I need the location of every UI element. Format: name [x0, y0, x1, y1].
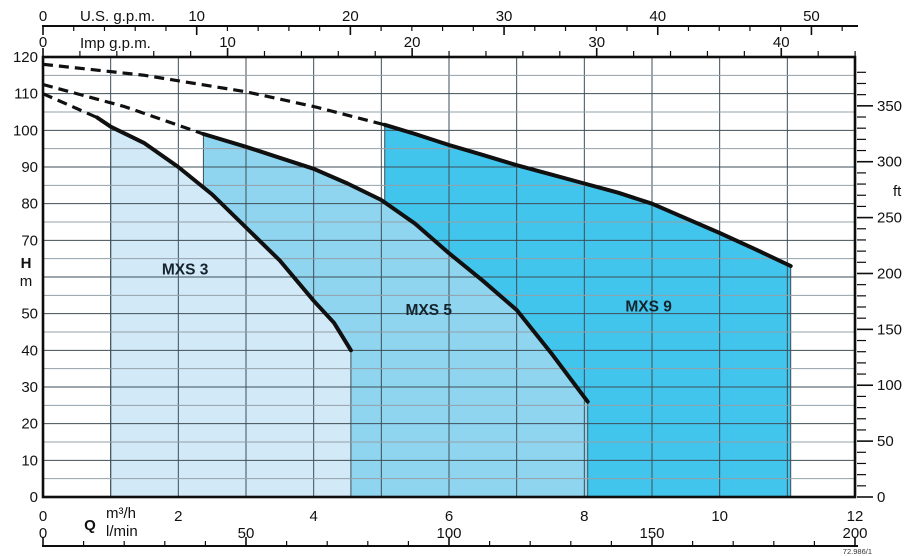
- tick-label: 40: [21, 342, 38, 359]
- axis-us-gpm: 0 10 20 30 40 50 U.S. g.p.m.: [39, 8, 858, 35]
- flow-axis-title: Q: [84, 517, 96, 534]
- tick-label: 70: [21, 232, 38, 249]
- tick-label: 100: [13, 122, 38, 139]
- tick-label: 90: [21, 159, 38, 176]
- tick-label: 150: [639, 525, 664, 542]
- tick-label: 40: [773, 34, 790, 51]
- imp-gpm-axis-title: Imp g.p.m.: [80, 35, 151, 52]
- axis-imp-gpm: 0 10 20 30 40 Imp g.p.m.: [39, 34, 856, 56]
- tick-label: 0: [39, 525, 47, 542]
- tick-label: 50: [21, 306, 38, 323]
- tick-label: 50: [877, 433, 894, 450]
- dashed-curve-mxs-9: [42, 62, 386, 127]
- tick-label: 10: [188, 8, 205, 25]
- ft-axis-title: ft: [893, 183, 902, 200]
- series-label-mxs-9: MXS 9: [625, 298, 672, 315]
- drawing-number: 72.986/1: [843, 547, 872, 556]
- axis-flow: 0 2 4 6 8 10 12 0 50 100 150 200 Qm³/hl/min: [39, 505, 868, 547]
- head-axis-unit: m: [20, 273, 33, 290]
- curve-mxs-9: [382, 122, 793, 268]
- fill-regions: [110, 124, 792, 498]
- tick-label: 30: [21, 379, 38, 396]
- curve-mxs-5: [201, 132, 590, 404]
- m3h-axis-unit: m³/h: [106, 505, 136, 522]
- tick-label: 8: [580, 508, 588, 525]
- tick-label: 50: [238, 525, 255, 542]
- dashed-curve-mxs-5: [42, 82, 204, 136]
- series-label-mxs-5: MXS 5: [405, 302, 452, 319]
- tick-label: 0: [39, 8, 47, 25]
- tick-label: 50: [803, 8, 820, 25]
- tick-label: 20: [342, 8, 359, 25]
- grid: [43, 57, 855, 497]
- lmin-axis-unit: l/min: [106, 523, 138, 540]
- tick-label: 0: [39, 508, 47, 525]
- tick-label: 6: [445, 508, 453, 525]
- tick-label: 40: [649, 8, 666, 25]
- tick-label: 30: [496, 8, 513, 25]
- tick-label: 0: [39, 34, 47, 51]
- tick-label: 4: [309, 508, 317, 525]
- series-label-mxs-3: MXS 3: [162, 262, 209, 279]
- tick-label: 200: [877, 265, 902, 282]
- dashed-curve-mxs-3: [42, 92, 98, 119]
- head-axis-title: H: [21, 255, 32, 272]
- tick-label: 20: [21, 416, 38, 433]
- series-labels: MXS 9 MXS 5 MXS 3: [162, 262, 672, 319]
- tick-label: 300: [877, 154, 902, 171]
- tick-label: 150: [877, 321, 902, 338]
- tick-label: 120: [13, 49, 38, 66]
- tick-label: 0: [30, 489, 38, 506]
- tick-label: 10: [219, 34, 236, 51]
- tick-label: 10: [711, 508, 728, 525]
- tick-label: 2: [174, 508, 182, 525]
- axis-ft: 0 50 100 150 200 250 300 350 ft: [857, 71, 902, 506]
- tick-label: 12: [847, 508, 864, 525]
- tick-label: 100: [436, 525, 461, 542]
- tick-label: 10: [21, 452, 38, 469]
- tick-label: 110: [14, 86, 38, 103]
- axis-h-m: 0 10 20 30 40 50 70 80 90 100 110 120 Hm: [13, 49, 38, 506]
- plot-border: [41, 55, 857, 499]
- tick-label: 80: [21, 196, 38, 213]
- us-gpm-axis-title: U.S. g.p.m.: [80, 8, 155, 25]
- tick-label: 30: [588, 34, 605, 51]
- tick-label: 250: [877, 210, 902, 227]
- tick-label: 0: [877, 489, 885, 506]
- curve-mxs-3: [95, 115, 353, 353]
- pump-curves: [42, 62, 793, 404]
- tick-label: 20: [404, 34, 421, 51]
- tick-label: 100: [877, 377, 902, 394]
- tick-label: 200: [842, 525, 867, 542]
- tick-label: 350: [877, 98, 902, 115]
